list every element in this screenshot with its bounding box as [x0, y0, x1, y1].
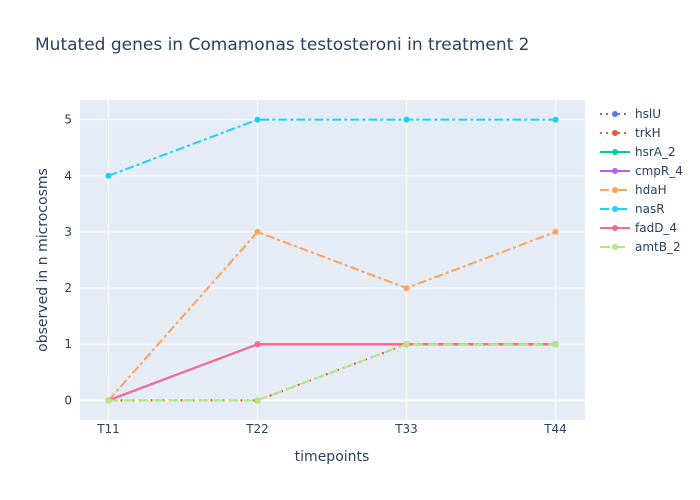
legend-swatch-marker — [612, 111, 618, 117]
data-point — [403, 285, 410, 292]
plot-area — [80, 100, 585, 420]
series-nasr — [105, 116, 559, 179]
y-tick-label: 4 — [64, 169, 72, 183]
data-point — [254, 397, 261, 404]
data-point — [552, 116, 559, 123]
y-tick-label: 1 — [64, 337, 72, 351]
y-tick-label: 2 — [64, 281, 72, 295]
legend-item[interactable]: cmpR_4 — [600, 164, 683, 178]
series-line — [107, 230, 556, 402]
legend-swatch-marker — [612, 187, 618, 193]
series-line — [108, 118, 556, 177]
data-point — [254, 116, 261, 123]
legend-item[interactable]: fadD_4 — [600, 221, 677, 235]
legend-label: fadD_4 — [635, 221, 677, 235]
y-tick-label: 5 — [64, 113, 72, 127]
y-tick-label: 3 — [64, 225, 72, 239]
legend-label: hsrA_2 — [635, 145, 676, 159]
legend-swatch-marker — [612, 130, 618, 136]
legend: hslU trkH hsrA_2 cmpR_4 hdaH nasR fadD_4 amtB_2 — [600, 107, 683, 254]
data-point — [403, 341, 410, 348]
legend-swatch-marker — [612, 168, 618, 174]
data-point — [105, 397, 112, 404]
data-point — [403, 116, 410, 123]
legend-label: hdaH — [635, 183, 667, 197]
series-amtb-2 — [105, 341, 559, 404]
data-point — [254, 341, 261, 348]
x-axis-title: timepoints — [295, 449, 370, 465]
legend-item[interactable]: trkH — [600, 126, 661, 140]
chart-title: Mutated genes in Comamonas testosteroni … — [35, 35, 530, 55]
data-point — [254, 228, 261, 235]
y-tick-label: 0 — [64, 393, 72, 407]
y-axis-title: observed in n microcosms — [35, 168, 51, 352]
x-tick-label: T33 — [394, 422, 418, 436]
data-point — [105, 172, 112, 179]
legend-item[interactable]: hdaH — [600, 183, 667, 197]
legend-item[interactable]: amtB_2 — [600, 240, 681, 254]
legend-label: nasR — [635, 202, 665, 216]
axis-ticks: T11 T22 T33 T44 0 1 2 3 4 5 — [64, 113, 566, 436]
x-tick-label: T22 — [245, 422, 269, 436]
legend-swatch-marker — [612, 225, 618, 231]
legend-swatch-marker — [612, 244, 618, 250]
series-line — [108, 343, 556, 402]
legend-item[interactable]: nasR — [600, 202, 665, 216]
legend-label: trkH — [635, 126, 661, 140]
x-tick-label: T11 — [96, 422, 120, 436]
x-tick-label: T44 — [543, 422, 567, 436]
legend-swatch-marker — [612, 149, 618, 155]
data-point — [552, 228, 559, 235]
legend-label: amtB_2 — [635, 240, 681, 254]
legend-label: hslU — [635, 107, 661, 121]
series-lines — [105, 116, 559, 404]
legend-label: cmpR_4 — [635, 164, 683, 178]
legend-item[interactable]: hsrA_2 — [600, 145, 676, 159]
legend-swatch-marker — [612, 206, 618, 212]
legend-item[interactable]: hslU — [600, 107, 661, 121]
data-point — [552, 341, 559, 348]
